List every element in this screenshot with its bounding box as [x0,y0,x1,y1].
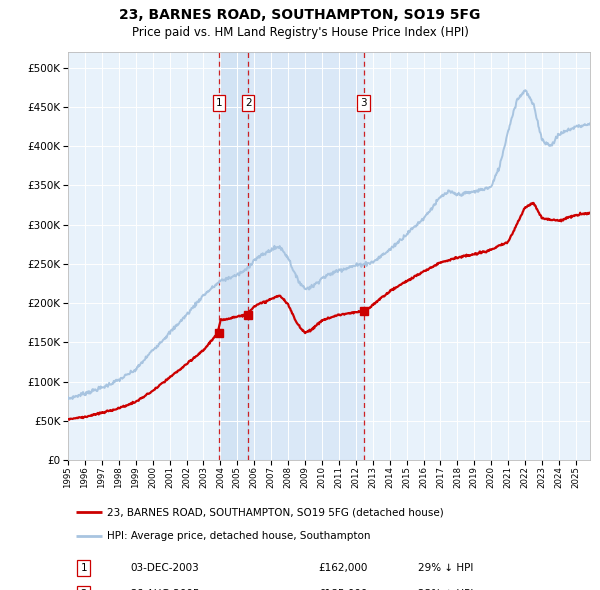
Bar [219,52,248,460]
Bar [248,52,364,460]
Text: HPI: Average price, detached house, Southampton: HPI: Average price, detached house, Sout… [107,531,371,541]
Text: 29% ↓ HPI: 29% ↓ HPI [418,563,473,573]
Text: £162,000: £162,000 [319,563,368,573]
Text: 26-AUG-2005: 26-AUG-2005 [131,589,200,590]
Text: 1: 1 [80,563,87,573]
Text: 03-DEC-2003: 03-DEC-2003 [131,563,199,573]
Text: 23% ↓ HPI: 23% ↓ HPI [418,589,473,590]
Text: 2: 2 [245,98,251,108]
Text: £185,000: £185,000 [319,589,368,590]
Text: 23, BARNES ROAD, SOUTHAMPTON, SO19 5FG: 23, BARNES ROAD, SOUTHAMPTON, SO19 5FG [119,8,481,22]
Text: 2: 2 [80,589,87,590]
Text: 3: 3 [360,98,367,108]
Text: 1: 1 [215,98,222,108]
Text: 23, BARNES ROAD, SOUTHAMPTON, SO19 5FG (detached house): 23, BARNES ROAD, SOUTHAMPTON, SO19 5FG (… [107,507,444,517]
Text: Price paid vs. HM Land Registry's House Price Index (HPI): Price paid vs. HM Land Registry's House … [131,26,469,39]
